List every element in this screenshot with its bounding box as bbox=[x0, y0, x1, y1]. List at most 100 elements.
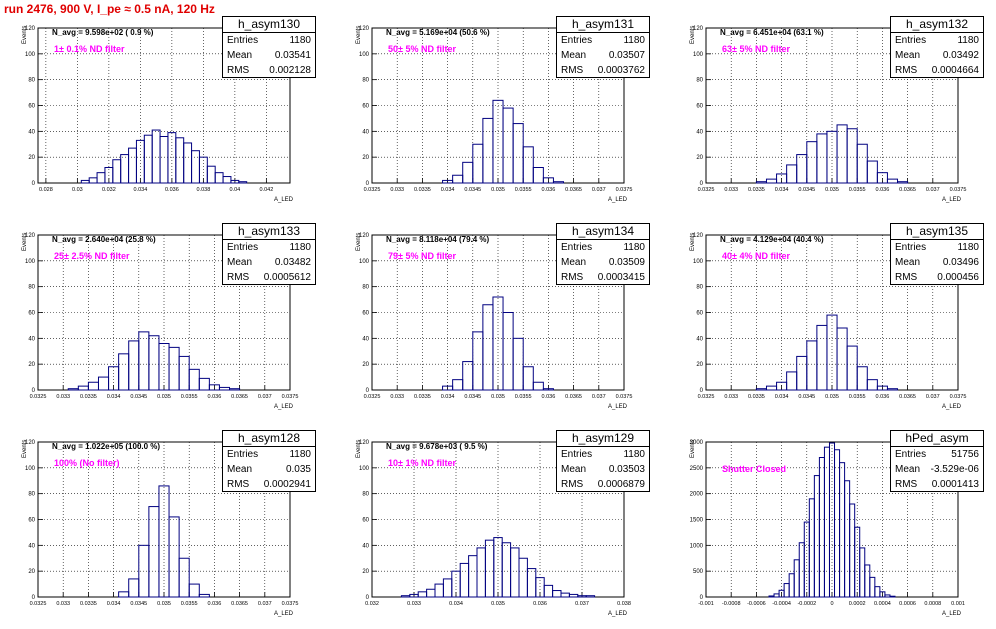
y-tick-label: 40 bbox=[28, 336, 35, 342]
x-tick-label: 0.033 bbox=[407, 601, 421, 607]
x-tick-label: 0.0345 bbox=[130, 601, 147, 607]
stats-value: 0.0003762 bbox=[597, 65, 645, 76]
y-tick-label: 40 bbox=[28, 543, 35, 549]
y-tick-label: 60 bbox=[696, 104, 703, 110]
stats-row: RMS 0.0004664 bbox=[891, 63, 983, 78]
y-tick-label: 40 bbox=[696, 336, 703, 342]
y-tick-label: 120 bbox=[359, 26, 370, 32]
x-tick-label: 0.036 bbox=[533, 601, 547, 607]
x-tick-label: 0.0335 bbox=[80, 601, 97, 607]
x-tick-label: 0.0375 bbox=[282, 601, 299, 607]
stats-value: 0.0006879 bbox=[597, 479, 645, 490]
filter-label: 100% (No filter) bbox=[54, 458, 120, 468]
histogram-bar bbox=[886, 388, 899, 391]
histogram-bar bbox=[876, 385, 888, 391]
histogram-bar bbox=[229, 388, 241, 391]
x-tick-label: 0.0355 bbox=[515, 187, 532, 193]
y-tick-label: 80 bbox=[28, 78, 35, 84]
x-axis-label: A_LED bbox=[274, 404, 294, 410]
x-tick-label: 0.033 bbox=[724, 394, 738, 400]
stats-row: Mean 0.03509 bbox=[557, 255, 649, 270]
x-tick-label: 0.034 bbox=[441, 187, 455, 193]
x-tick-label: 0.037 bbox=[575, 601, 589, 607]
stats-box: h_asym132 Entries 1180 Mean 0.03492 RMS 0.0004… bbox=[890, 16, 984, 78]
filter-label: 10± 1% ND filter bbox=[388, 458, 456, 468]
x-tick-label: 0.0365 bbox=[899, 187, 916, 193]
stats-value: 0.000456 bbox=[937, 272, 979, 283]
y-tick-label: 120 bbox=[359, 440, 370, 446]
y-tick-label: 80 bbox=[28, 492, 35, 498]
stats-label: Mean bbox=[561, 464, 587, 475]
stats-box: h_asym131 Entries 1180 Mean 0.03507 RMS 0.0003… bbox=[556, 16, 650, 78]
y-tick-label: 60 bbox=[362, 311, 369, 317]
y-axis-label: Events bbox=[356, 25, 362, 44]
x-tick-label: -0.0008 bbox=[722, 601, 741, 607]
x-tick-label: 0.035 bbox=[157, 394, 171, 400]
histogram-panel: 0 20 40 60 80 100 120 0.0325 0.033 0.0335 0.034 0.0… bbox=[334, 8, 662, 215]
histogram-name: h_asym133 bbox=[223, 224, 315, 240]
histogram-bar bbox=[188, 583, 200, 598]
histogram-bar bbox=[522, 146, 534, 184]
histogram-bar bbox=[522, 366, 534, 391]
y-tick-label: 40 bbox=[28, 129, 35, 135]
histogram-bar bbox=[889, 595, 896, 598]
stats-label: RMS bbox=[227, 65, 250, 76]
x-tick-label: 0.04 bbox=[230, 187, 241, 193]
histogram-bar bbox=[897, 181, 909, 184]
stats-value: 0.03496 bbox=[942, 257, 979, 268]
stats-label: Mean bbox=[895, 464, 921, 475]
y-tick-label: 40 bbox=[362, 129, 369, 135]
stats-box: h_asym135 Entries 1180 Mean 0.03496 RMS 0.0004… bbox=[890, 223, 984, 285]
x-tick-label: 0.001 bbox=[951, 601, 965, 607]
stats-value: 1180 bbox=[289, 242, 311, 253]
x-tick-label: 0.0375 bbox=[616, 187, 633, 193]
x-axis-label: A_LED bbox=[942, 197, 962, 203]
stats-box: hPed_asym Entries 51756 Mean -3.529e-06 RMS 0.… bbox=[890, 430, 984, 492]
y-tick-label: 80 bbox=[362, 492, 369, 498]
histogram-plot: 0 20 40 60 80 100 120 0.0325 0.033 0.0335 0.034 0.0… bbox=[25, 233, 299, 400]
histogram-name: h_asym129 bbox=[557, 431, 649, 447]
y-tick-label: 120 bbox=[359, 233, 370, 239]
x-tick-label: 0.0335 bbox=[748, 187, 765, 193]
x-tick-label: 0.0375 bbox=[950, 394, 967, 400]
stats-label: Mean bbox=[561, 50, 587, 61]
filter-label: 40± 4% ND filter bbox=[722, 251, 790, 261]
x-tick-label: 0.0365 bbox=[231, 394, 248, 400]
histogram-plot: 0 20 40 60 80 100 120 0.0325 0.033 0.0335 0.034 0.0… bbox=[359, 233, 632, 400]
histogram-bar bbox=[542, 177, 554, 184]
x-tick-label: 0.0335 bbox=[414, 394, 431, 400]
x-tick-label: 0.036 bbox=[208, 394, 222, 400]
histogram-name: h_asym135 bbox=[891, 224, 983, 240]
filter-label: 63± 5% ND filter bbox=[722, 44, 790, 54]
stats-label: Entries bbox=[227, 242, 259, 253]
y-tick-label: 0 bbox=[32, 388, 36, 394]
filter-label: 25± 2.5% ND filter bbox=[54, 251, 130, 261]
y-tick-label: 100 bbox=[25, 466, 36, 472]
x-tick-label: 0.0375 bbox=[282, 394, 299, 400]
x-tick-label: 0.0325 bbox=[698, 394, 715, 400]
x-tick-label: 0.036 bbox=[208, 601, 222, 607]
stats-row: RMS 0.0003762 bbox=[557, 63, 649, 78]
stats-row: Mean 0.03496 bbox=[891, 255, 983, 270]
filter-label: Shutter Closed bbox=[722, 464, 787, 474]
x-tick-label: 0.0355 bbox=[515, 394, 532, 400]
y-tick-label: 20 bbox=[362, 362, 369, 368]
x-tick-label: 0.0355 bbox=[181, 601, 198, 607]
y-tick-label: 100 bbox=[359, 259, 370, 265]
stats-label: Mean bbox=[561, 257, 587, 268]
x-tick-label: 0.0325 bbox=[698, 187, 715, 193]
stats-label: Mean bbox=[227, 464, 253, 475]
y-tick-label: 20 bbox=[362, 569, 369, 575]
stats-value: 1180 bbox=[957, 35, 979, 46]
histogram-name: h_asym130 bbox=[223, 17, 315, 33]
x-tick-label: 0.028 bbox=[39, 187, 53, 193]
histogram-bar bbox=[512, 337, 524, 391]
x-tick-label: 0.0375 bbox=[950, 187, 967, 193]
stats-row: Entries 1180 bbox=[557, 447, 649, 462]
x-tick-label: 0.033 bbox=[56, 394, 70, 400]
x-tick-label: 0.0345 bbox=[464, 187, 481, 193]
x-tick-label: -0.0002 bbox=[797, 601, 816, 607]
histogram-name: h_asym134 bbox=[557, 224, 649, 240]
stats-label: Entries bbox=[895, 449, 927, 460]
x-tick-label: 0.034 bbox=[107, 394, 121, 400]
